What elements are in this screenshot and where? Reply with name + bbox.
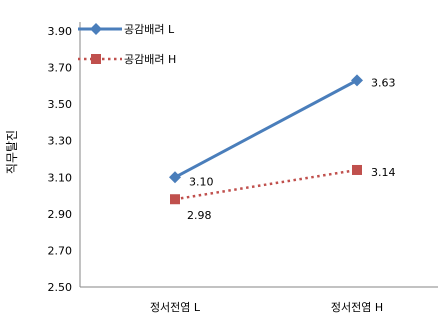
- y-tick-label: 3.10: [48, 171, 73, 184]
- data-label: 3.10: [189, 175, 214, 188]
- legend-label: 공감배려 H: [124, 53, 176, 66]
- y-tick-label: 3.70: [48, 62, 73, 75]
- y-axis-title: 직무탈진: [5, 130, 19, 174]
- legend-label: 공감배려 L: [124, 23, 175, 36]
- legend-marker: [91, 54, 101, 64]
- x-tick-label: 정서전염 H: [331, 301, 383, 314]
- series-line: [174, 168, 358, 201]
- y-tick-label: 3.30: [48, 135, 73, 148]
- x-tick-label: 정서전염 L: [150, 301, 201, 314]
- y-tick-label: 3.90: [48, 25, 73, 38]
- data-point-marker: [169, 171, 181, 184]
- y-tick-label: 2.90: [48, 208, 73, 221]
- series-line: [174, 79, 358, 179]
- legend-marker: [90, 23, 102, 35]
- y-tick-label: 3.50: [48, 98, 73, 111]
- y-tick-label: 2.70: [48, 244, 73, 257]
- data-point-marker: [352, 164, 362, 175]
- data-point-marker: [351, 74, 363, 87]
- y-tick-label: 2.50: [48, 281, 73, 294]
- data-point-marker: [170, 194, 180, 205]
- data-label: 3.14: [371, 166, 396, 179]
- data-label: 2.98: [187, 209, 212, 222]
- data-label: 3.63: [371, 76, 396, 89]
